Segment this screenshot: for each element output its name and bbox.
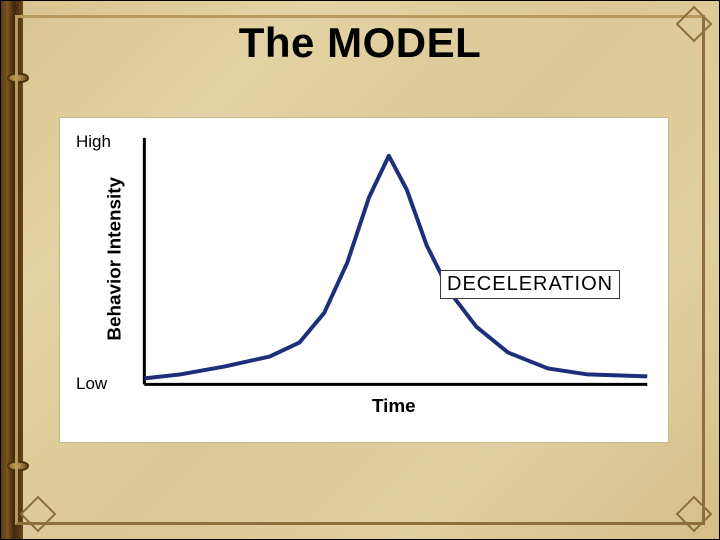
y-axis-label: Behavior Intensity — [105, 176, 126, 340]
slide-frame: The MODEL Behavior Intensity Time High Lo… — [0, 0, 720, 540]
binder-ring-top — [7, 73, 29, 83]
slide-title: The MODEL — [1, 19, 719, 67]
chart-panel: Behavior Intensity Time High Low DECELERA… — [59, 117, 669, 443]
x-axis-label: Time — [372, 396, 416, 417]
deceleration-annotation: DECELERATION — [440, 270, 620, 299]
y-axis-high-label: High — [76, 132, 111, 152]
corner-glyph-bl — [20, 496, 57, 533]
binder-ring-bottom — [7, 461, 29, 471]
corner-glyph-br — [676, 496, 713, 533]
y-axis-low-label: Low — [76, 374, 107, 394]
